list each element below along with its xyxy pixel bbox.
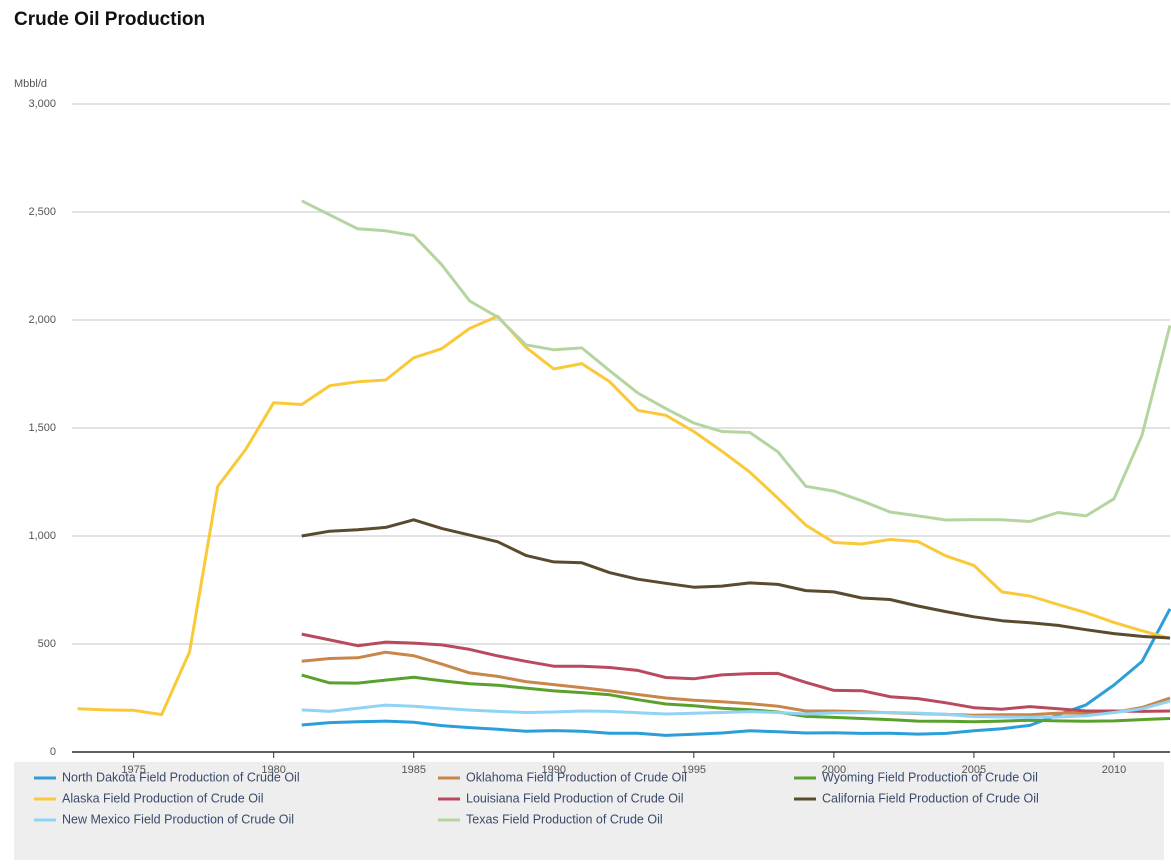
series-line [301, 673, 1171, 724]
y-tick-label: 0 [50, 746, 56, 758]
y-tick-label: 2,000 [28, 314, 56, 326]
y-axis-label: Mbbl/d [14, 78, 47, 90]
y-tick-label: 1,000 [28, 530, 56, 542]
legend-label: Oklahoma Field Production of Crude Oil [466, 770, 687, 784]
y-tick-label: 1,500 [28, 422, 56, 434]
y-tick-label: 2,500 [28, 206, 56, 218]
x-tick-label: 2000 [822, 764, 846, 776]
series-line [301, 608, 1171, 737]
x-tick-label: 1975 [121, 764, 145, 776]
series-line [301, 650, 1171, 717]
legend-label: Louisiana Field Production of Crude Oil [466, 791, 683, 805]
series-line [77, 314, 1171, 717]
legend-label: Alaska Field Production of Crude Oil [62, 791, 263, 805]
legend-label: North Dakota Field Production of Crude O… [62, 770, 300, 784]
legend-label: Texas Field Production of Crude Oil [466, 812, 663, 826]
chart-title: Crude Oil Production [14, 9, 205, 30]
legend-label: New Mexico Field Production of Crude Oil [62, 812, 294, 826]
x-tick-label: 2010 [1102, 764, 1126, 776]
y-tick-label: 500 [38, 638, 56, 650]
series-line [301, 699, 1171, 719]
x-tick-label: 1985 [401, 764, 425, 776]
x-tick-label: 1995 [682, 764, 706, 776]
x-tick-label: 2005 [962, 764, 986, 776]
series-line [301, 632, 1171, 713]
legend-label: California Field Production of Crude Oil [822, 791, 1039, 805]
legend-box [14, 762, 1164, 860]
x-tick-label: 1990 [542, 764, 566, 776]
x-tick-label: 1980 [261, 764, 285, 776]
series-line [301, 518, 1171, 640]
legend-label: Wyoming Field Production of Crude Oil [822, 770, 1038, 784]
y-tick-label: 3,000 [28, 98, 56, 110]
series-line [301, 199, 1171, 523]
